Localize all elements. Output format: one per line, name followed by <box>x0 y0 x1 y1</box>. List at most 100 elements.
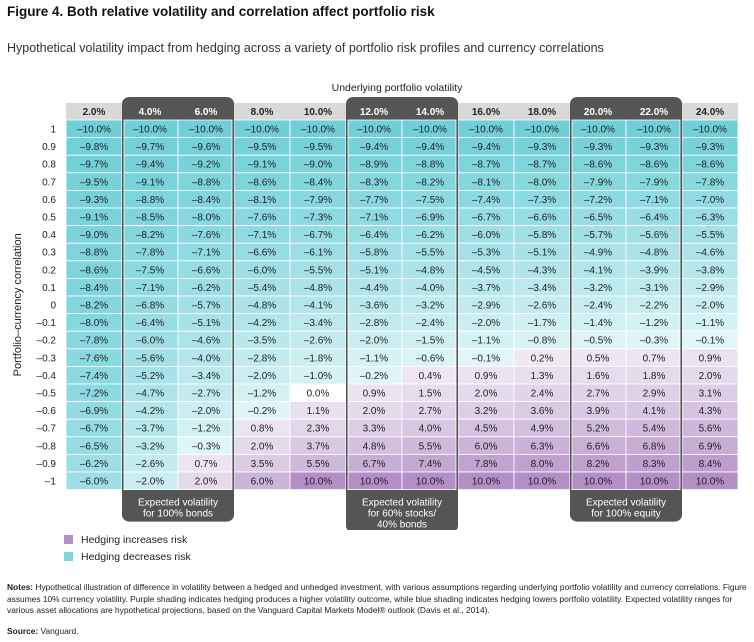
cell-value: –4.5% <box>472 265 500 276</box>
column-header: 14.0% <box>416 107 444 118</box>
cell-value: 4.0% <box>419 424 442 435</box>
cell-value: –8.6% <box>80 265 108 276</box>
cell-value: –9.1% <box>248 160 276 171</box>
cell-value: –9.5% <box>248 142 276 153</box>
cell-value: –8.0% <box>80 318 108 329</box>
cell-value: –5.8% <box>528 230 556 241</box>
row-label: 0.7 <box>42 177 56 188</box>
cell-value: 10.0% <box>696 477 724 488</box>
cell-value: –2.8% <box>248 353 276 364</box>
row-label: 0 <box>50 301 56 312</box>
cell-value: –8.5% <box>136 213 164 224</box>
cell-value: 4.3% <box>699 406 722 417</box>
cell-value: –7.2% <box>80 389 108 400</box>
column-header: 12.0% <box>360 107 388 118</box>
cell-value: –8.4% <box>192 195 220 206</box>
cell-value: –2.0% <box>192 406 220 417</box>
cell-value: 10.0% <box>640 477 668 488</box>
cell-value: –2.0% <box>136 477 164 488</box>
cell-value: –8.6% <box>248 177 276 188</box>
cell-value: –8.0% <box>528 177 556 188</box>
row-label: 0.8 <box>42 160 56 171</box>
cell-value: 4.5% <box>475 424 498 435</box>
cell-value: –8.2% <box>136 230 164 241</box>
cell-value: –6.9% <box>416 213 444 224</box>
legend-label-decrease: Hedging decreases risk <box>81 550 191 563</box>
notes: Notes: Hypothetical illustration of diff… <box>7 582 747 617</box>
volatility-heatmap: Underlying portfolio volatility Expected … <box>12 82 739 530</box>
cell-value: –6.7% <box>80 424 108 435</box>
cell-value: –10.0% <box>413 125 447 136</box>
cell-value: –3.8% <box>696 265 724 276</box>
cell-value: 0.7% <box>643 353 666 364</box>
cell-value: 0.5% <box>587 353 610 364</box>
cell-value: –10.0% <box>245 125 279 136</box>
cell-value: –5.6% <box>640 230 668 241</box>
cell-value: –4.2% <box>136 406 164 417</box>
cell-value: –7.6% <box>192 230 220 241</box>
cell-value: –10.0% <box>581 125 615 136</box>
cell-value: 6.3% <box>531 441 554 452</box>
cell-value: –8.4% <box>80 283 108 294</box>
cell-value: –9.0% <box>80 230 108 241</box>
cell-value: –4.8% <box>304 283 332 294</box>
cell-value: –2.6% <box>304 336 332 347</box>
cell-value: –9.4% <box>136 160 164 171</box>
column-header: 4.0% <box>139 107 162 118</box>
column-header: 20.0% <box>584 107 612 118</box>
cell-value: –6.9% <box>80 406 108 417</box>
cell-value: –6.3% <box>696 213 724 224</box>
group-header-1 <box>347 103 457 120</box>
cell-value: 10.0% <box>584 477 612 488</box>
cell-value: 1.1% <box>307 406 330 417</box>
cell-value: –6.2% <box>416 230 444 241</box>
cell-value: –4.6% <box>192 336 220 347</box>
cell-value: –9.3% <box>528 142 556 153</box>
group-label-2: Expected volatility <box>586 498 666 509</box>
cell-value: –10.0% <box>693 125 727 136</box>
row-label: 1 <box>50 125 56 136</box>
row-label: –0.1 <box>37 318 57 329</box>
row-label: –0.4 <box>37 371 57 382</box>
cell-value: –0.2% <box>248 406 276 417</box>
cell-value: –3.2% <box>136 441 164 452</box>
row-label: –1 <box>45 477 57 488</box>
cell-value: –8.3% <box>360 177 388 188</box>
cell-value: –5.7% <box>584 230 612 241</box>
row-label: 0.4 <box>42 230 56 241</box>
cell-value: –8.4% <box>304 177 332 188</box>
cell-value: –6.6% <box>528 213 556 224</box>
figure-title: Figure 4. Both relative volatility and c… <box>7 4 435 19</box>
group-label-0: Expected volatility <box>138 498 218 509</box>
cell-value: –1.8% <box>304 353 332 364</box>
cell-value: –6.4% <box>136 318 164 329</box>
x-axis-label: Underlying portfolio volatility <box>332 82 463 94</box>
row-label: 0.3 <box>42 248 56 259</box>
cell-value: –9.3% <box>640 142 668 153</box>
cell-value: –7.6% <box>248 213 276 224</box>
cell-value: –9.4% <box>472 142 500 153</box>
cell-value: –1.2% <box>248 389 276 400</box>
cell-value: 7.4% <box>419 459 442 470</box>
cell-value: –4.1% <box>584 265 612 276</box>
cell-value: –4.3% <box>528 265 556 276</box>
row-label: –0.6 <box>37 406 57 417</box>
cell-value: 5.2% <box>587 424 610 435</box>
legend-swatch-purple <box>64 535 73 544</box>
group-header-0 <box>123 103 233 120</box>
cell-value: 10.0% <box>416 477 444 488</box>
cell-value: –5.7% <box>192 301 220 312</box>
cell-value: –8.8% <box>416 160 444 171</box>
cell-value: –7.5% <box>136 265 164 276</box>
cell-value: –2.6% <box>136 459 164 470</box>
cell-value: –4.1% <box>304 301 332 312</box>
cell-value: –10.0% <box>525 125 559 136</box>
cell-value: 2.9% <box>643 389 666 400</box>
cell-value: –7.8% <box>80 336 108 347</box>
cell-value: –4.0% <box>416 283 444 294</box>
column-header: 8.0% <box>251 107 274 118</box>
cell-value: 1.6% <box>587 371 610 382</box>
y-axis-label: Portfolio–currency correlation <box>12 233 24 376</box>
cell-value: –10.0% <box>637 125 671 136</box>
cell-value: 2.0% <box>363 406 386 417</box>
